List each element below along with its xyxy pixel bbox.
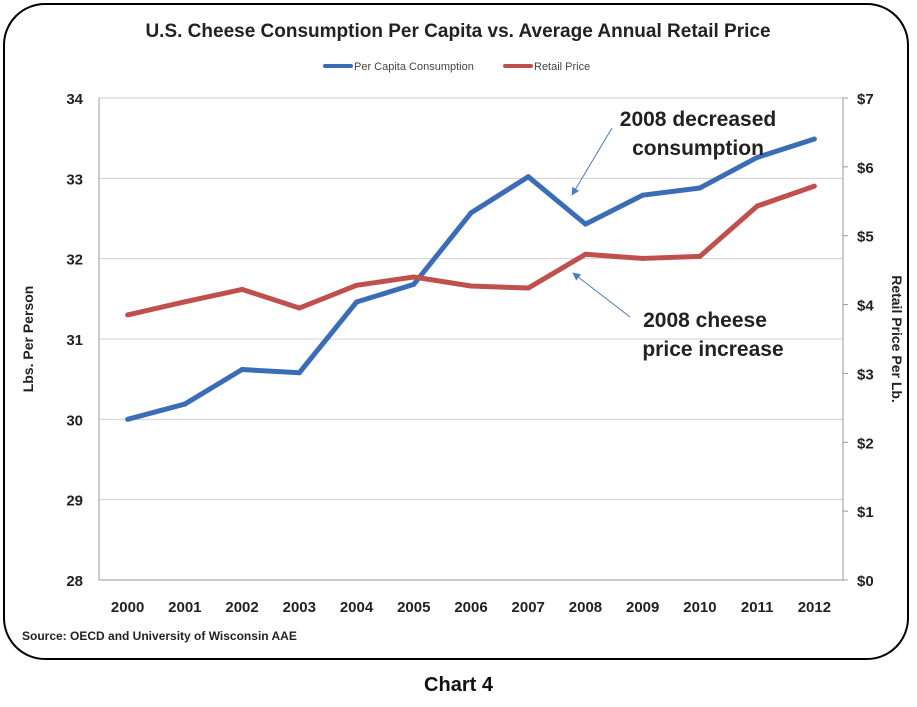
y2-tick-label: $2 — [857, 435, 874, 452]
x-tick-label: 2010 — [683, 599, 716, 616]
annotation-text: price increase — [642, 338, 783, 361]
data-point — [182, 299, 188, 305]
data-point — [811, 183, 817, 189]
data-point — [411, 281, 417, 287]
data-point — [640, 255, 646, 261]
x-tick-label: 2012 — [798, 599, 831, 616]
x-tick-label: 2001 — [168, 599, 201, 616]
data-point — [640, 192, 646, 198]
data-point — [525, 174, 531, 180]
x-tick-label: 2007 — [512, 599, 545, 616]
y-tick-label: 29 — [66, 493, 83, 510]
data-point — [411, 274, 417, 280]
data-point — [125, 416, 131, 422]
y2-tick-label: $6 — [857, 160, 874, 177]
data-point — [525, 285, 531, 291]
y2-tick-label: $7 — [857, 91, 874, 108]
data-point — [125, 312, 131, 318]
chart-title: U.S. Cheese Consumption Per Capita vs. A… — [145, 21, 770, 42]
data-point — [468, 210, 474, 216]
data-point — [182, 401, 188, 407]
y-tick-label: 28 — [66, 573, 83, 590]
x-tick-label: 2011 — [741, 599, 774, 616]
chart-frame — [3, 3, 909, 660]
series-line-per-capita-consumption — [126, 136, 816, 422]
y-tick-label: 34 — [66, 91, 83, 108]
data-point — [697, 185, 703, 191]
y-axis-label: Lbs. Per Person — [20, 286, 36, 393]
x-tick-label: 2002 — [225, 599, 258, 616]
y-tick-label: 32 — [66, 252, 83, 269]
data-point — [468, 283, 474, 289]
y2-tick-label: $1 — [857, 504, 874, 521]
x-tick-label: 2006 — [454, 599, 487, 616]
legend-label: Retail Price — [534, 61, 590, 73]
x-tick-label: 2009 — [626, 599, 659, 616]
y2-axis-label: Retail Price Per Lb. — [889, 275, 905, 403]
annotation-text: consumption — [632, 137, 764, 160]
data-point — [811, 136, 817, 142]
y-tick-label: 31 — [66, 332, 83, 349]
source-note: Source: OECD and University of Wisconsin… — [22, 629, 297, 643]
y2-tick-label: $5 — [857, 229, 874, 246]
y2-tick-label: $3 — [857, 366, 874, 383]
y2-tick-label: $4 — [857, 298, 874, 315]
series-line-retail-price — [127, 183, 816, 318]
annotation-arrow — [572, 272, 631, 318]
legend-label: Per Capita Consumption — [354, 61, 474, 73]
data-point — [239, 286, 245, 292]
annotation-text: 2008 decreased — [620, 108, 776, 131]
data-point — [754, 203, 760, 209]
chart-caption: Chart 4 — [424, 674, 493, 696]
x-tick-label: 2003 — [283, 599, 316, 616]
chart: U.S. Cheese Consumption Per Capita vs. A… — [20, 21, 905, 643]
data-point — [582, 221, 588, 227]
x-tick-label: 2004 — [340, 599, 374, 616]
y2-tick-label: $0 — [857, 573, 874, 590]
y-tick-label: 30 — [66, 412, 83, 429]
data-point — [697, 253, 703, 259]
x-tick-label: 2008 — [569, 599, 602, 616]
data-point — [582, 251, 588, 257]
annotation-text: 2008 cheese — [643, 309, 767, 332]
x-tick-label: 2005 — [397, 599, 430, 616]
data-point — [296, 305, 302, 311]
data-point — [296, 370, 302, 376]
data-point — [239, 367, 245, 373]
data-point — [754, 154, 760, 160]
data-point — [354, 282, 360, 288]
y-tick-label: 33 — [66, 171, 83, 188]
x-tick-label: 2000 — [111, 599, 144, 616]
annotation-arrow — [571, 127, 613, 196]
data-point — [354, 299, 360, 305]
